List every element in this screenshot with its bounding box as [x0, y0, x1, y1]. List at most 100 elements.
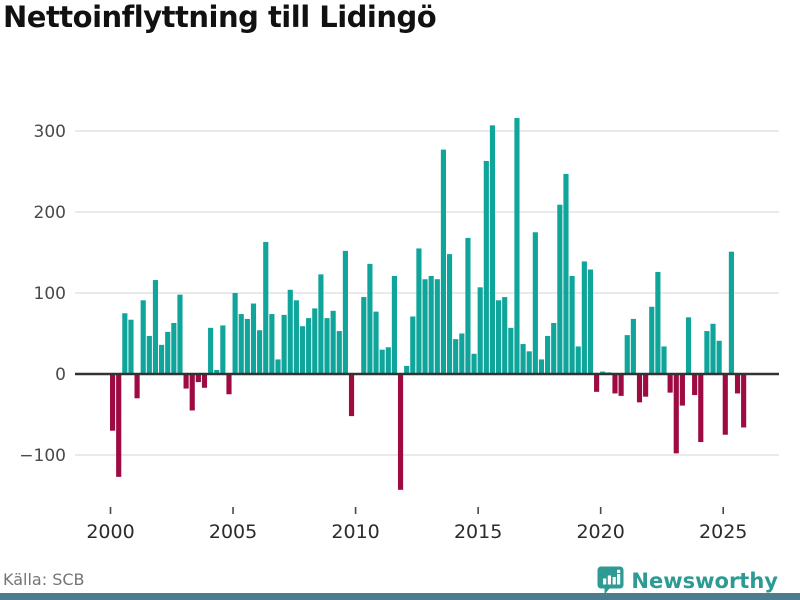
newsworthy-wordmark: Newsworthy [631, 568, 778, 593]
bar [208, 327, 214, 374]
x-axis-tick-label: 2005 [209, 521, 257, 543]
bar [496, 300, 502, 374]
source-note: Källa: SCB [3, 570, 85, 589]
bar [434, 279, 440, 374]
bar [734, 374, 741, 394]
bar [152, 280, 159, 374]
x-axis-tick-label: 2000 [86, 521, 134, 543]
bar [116, 374, 122, 477]
bar [122, 313, 128, 374]
bar [250, 303, 257, 374]
bar [673, 374, 679, 454]
bar [306, 318, 312, 374]
bar [146, 335, 152, 374]
bar [538, 359, 545, 374]
bar [471, 353, 477, 374]
bar [551, 322, 557, 374]
bar [385, 347, 391, 374]
bar [361, 297, 367, 374]
bar [483, 160, 489, 374]
bar [655, 271, 661, 374]
bar [183, 374, 189, 389]
bar [612, 374, 618, 394]
bar [630, 318, 636, 374]
bar [587, 269, 594, 374]
bar [275, 359, 281, 374]
newsworthy-bubble-icon [597, 566, 624, 595]
bar [600, 371, 606, 374]
y-axis-tick-label: −100 [19, 446, 66, 466]
bar [214, 369, 220, 374]
bar [379, 349, 385, 374]
bar [741, 374, 747, 428]
bar [716, 340, 722, 374]
bar [569, 275, 575, 374]
bar [373, 311, 379, 374]
bar [453, 339, 459, 374]
bar [165, 331, 171, 374]
bar [422, 279, 428, 374]
bar [692, 374, 698, 396]
bar [336, 331, 342, 374]
bar [594, 374, 600, 392]
x-axis-tick-label: 2020 [576, 521, 624, 543]
bar [410, 316, 416, 374]
bar [563, 173, 569, 374]
page-title: Nettoinflyttning till Lidingö [3, 0, 437, 34]
x-axis-tick-label: 2025 [699, 521, 747, 543]
bar [348, 374, 355, 417]
bar [698, 374, 704, 443]
bar [232, 293, 238, 374]
bar [257, 330, 263, 374]
bar [679, 374, 685, 406]
bar [238, 314, 244, 374]
bar [624, 335, 630, 374]
bar [532, 232, 538, 374]
bar [299, 326, 306, 374]
bar [324, 318, 330, 374]
bar [195, 374, 201, 383]
bar [244, 318, 250, 374]
bar [643, 374, 649, 397]
bar [416, 248, 422, 374]
bar [514, 118, 520, 374]
bar [722, 374, 728, 435]
mini-bars-icon [603, 569, 621, 585]
bar [128, 319, 134, 374]
bar [134, 374, 140, 399]
y-axis-tick-label: 300 [34, 122, 66, 142]
bar [477, 287, 483, 374]
bar [502, 297, 508, 374]
bar [287, 289, 293, 374]
bar [618, 374, 624, 396]
bar [312, 308, 318, 374]
bar [704, 331, 710, 374]
bar [575, 346, 581, 374]
bar [293, 300, 299, 374]
bar [391, 275, 397, 374]
bar [685, 317, 692, 374]
bar [263, 241, 269, 374]
bar [465, 237, 471, 374]
bar [220, 325, 226, 374]
bar [397, 374, 404, 490]
bar [489, 125, 496, 374]
bar [342, 250, 348, 374]
bar [440, 149, 447, 374]
bar [428, 275, 434, 374]
bar [649, 306, 655, 374]
bar [661, 346, 667, 374]
bar [318, 274, 324, 374]
bar [728, 251, 734, 374]
y-axis-tick-label: 100 [34, 284, 66, 304]
bar [177, 294, 183, 374]
bar [557, 204, 563, 374]
bar [330, 310, 336, 374]
newsworthy-logo[interactable]: Newsworthy [597, 566, 778, 595]
bar [189, 374, 195, 411]
bottom-accent-band [0, 593, 800, 600]
bar [636, 374, 643, 403]
bar [667, 374, 673, 393]
bar [459, 333, 465, 374]
